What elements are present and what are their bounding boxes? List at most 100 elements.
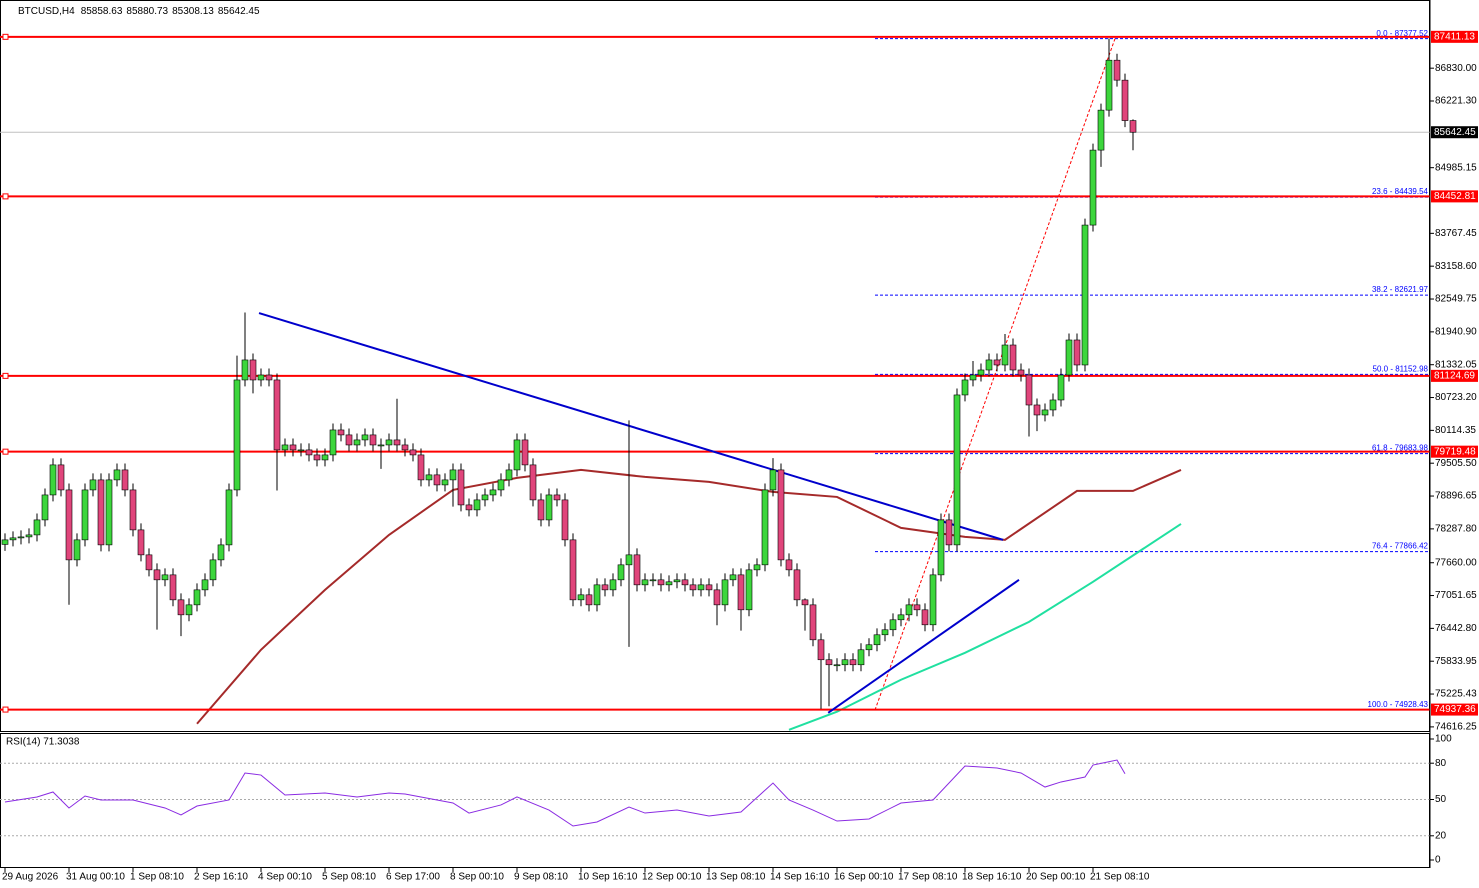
candle-body — [9, 537, 17, 541]
candle-body — [377, 444, 385, 447]
candle-body — [513, 439, 521, 471]
fib-label: 23.6 - 84439.54 — [1372, 187, 1429, 196]
candle-body — [345, 434, 353, 446]
candle-body — [1, 539, 9, 545]
candle-body — [673, 579, 681, 583]
rsi-tick-label: 0 — [1435, 855, 1441, 866]
candle-body — [113, 469, 121, 481]
candle-body — [1033, 404, 1041, 416]
candle-body — [809, 604, 817, 641]
x-tick-label: 5 Sep 08:10 — [322, 872, 376, 883]
candle-body — [1001, 344, 1009, 366]
candle-body — [305, 449, 313, 456]
candle-body — [385, 439, 393, 446]
x-tick-label: 16 Sep 00:10 — [834, 872, 894, 883]
level-anchor — [2, 193, 9, 200]
candle-body — [33, 519, 41, 536]
candle-body — [617, 564, 625, 581]
candle-body — [505, 469, 513, 481]
candle-body — [985, 359, 993, 371]
y-tick-label: 84985.15 — [1435, 162, 1477, 173]
candle-body — [521, 439, 529, 466]
y-tick-label: 75225.43 — [1435, 689, 1477, 700]
current-price-label: 85642.45 — [1434, 127, 1476, 138]
candle-body — [497, 479, 505, 491]
candle-body — [681, 579, 689, 586]
candle-body — [1113, 59, 1121, 81]
candle-body — [825, 659, 833, 666]
candle-body — [65, 489, 73, 561]
header-close: 85642.45 — [218, 6, 260, 17]
candle-body — [121, 469, 129, 491]
rsi-tick-label: 50 — [1435, 794, 1447, 805]
candle-body — [777, 469, 785, 561]
candle-body — [641, 579, 649, 586]
candle-body — [473, 499, 481, 511]
candle-body — [457, 469, 465, 506]
candle-body — [401, 444, 409, 451]
candle-body — [745, 569, 753, 611]
candle-body — [1081, 224, 1089, 366]
candle-body — [729, 574, 737, 581]
candle-body — [881, 629, 889, 636]
candle-body — [1049, 399, 1057, 411]
candle-body — [17, 536, 25, 539]
header-low: 85308.13 — [172, 6, 214, 17]
candle-body — [841, 659, 849, 666]
candle-body — [257, 374, 265, 381]
x-tick-label: 8 Sep 00:10 — [450, 872, 504, 883]
level-anchor — [2, 706, 9, 713]
header-open: 85858.63 — [81, 6, 123, 17]
candle-body — [625, 554, 633, 566]
candle-body — [945, 519, 953, 546]
candle-body — [801, 599, 809, 606]
candle-body — [537, 499, 545, 521]
candle-body — [593, 584, 601, 606]
candle-body — [73, 539, 81, 561]
level-label: 79719.48 — [1434, 446, 1476, 457]
candle-body — [1089, 149, 1097, 226]
trendline — [258, 312, 1004, 541]
chart-header: BTCUSD,H4 85858.63 85880.73 85308.13 85642.4… — [18, 6, 260, 17]
y-tick-label: 75833.95 — [1435, 656, 1477, 667]
candle-body — [705, 584, 713, 591]
candle-body — [577, 594, 585, 601]
level-label: 74937.36 — [1434, 704, 1476, 715]
candle-body — [241, 359, 249, 381]
y-tick-label: 76442.80 — [1435, 623, 1477, 634]
candle-body — [737, 574, 745, 611]
y-tick-label: 74616.25 — [1435, 722, 1477, 733]
candle-body — [969, 374, 977, 381]
level-anchor — [2, 372, 9, 379]
level-box — [1431, 369, 1478, 382]
moving-average — [196, 468, 1182, 725]
rsi-tick-label: 100 — [1435, 734, 1452, 745]
candle-body — [105, 479, 113, 546]
y-tick-label: 83158.60 — [1435, 261, 1477, 272]
candle-body — [265, 374, 273, 381]
fib-label: 0.0 - 87377.52 — [1376, 29, 1428, 38]
candle-body — [81, 489, 89, 541]
candle-body — [817, 639, 825, 661]
candle-body — [697, 584, 705, 591]
candle-body — [169, 574, 177, 601]
candle-body — [761, 489, 769, 566]
candle-body — [449, 469, 457, 481]
trendline — [827, 579, 1020, 714]
candle-body — [481, 494, 489, 501]
level-anchor — [2, 33, 9, 40]
candle-body — [585, 594, 593, 606]
level-box — [1431, 445, 1478, 458]
candle-body — [1105, 59, 1113, 111]
candle-body — [137, 529, 145, 556]
candle-body — [833, 664, 841, 667]
candle-body — [273, 379, 281, 451]
y-tick-label: 80114.35 — [1435, 425, 1476, 436]
candle-body — [153, 569, 161, 581]
y-tick-label: 82549.75 — [1435, 294, 1477, 305]
candle-body — [937, 519, 945, 576]
candle-body — [289, 444, 297, 451]
candle-body — [689, 584, 697, 591]
x-tick-label: 20 Sep 00:10 — [1026, 872, 1086, 883]
candle-body — [1057, 374, 1065, 401]
